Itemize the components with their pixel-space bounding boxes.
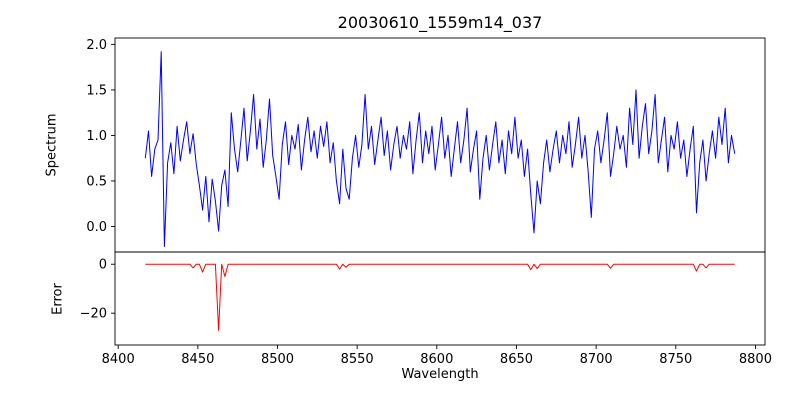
x-tick-label: 8450 (181, 352, 214, 367)
axes-border (114, 37, 766, 253)
spectrum-axis-label: Spectrum (44, 113, 60, 177)
y-tick-label: 0.0 (86, 220, 107, 235)
y-tick-label: 2.0 (86, 38, 107, 53)
error-axis-label: Error (50, 283, 66, 315)
x-tick-label: 8550 (341, 352, 374, 367)
chart-title: 20030610_1559m14_037 (337, 13, 543, 32)
y-tick-label: −20 (80, 307, 107, 322)
x-tick-label: 8700 (580, 352, 613, 367)
y-tick-label: 1.5 (86, 83, 107, 98)
x-tick-label: 8600 (420, 352, 453, 367)
wavelength-axis-label: Wavelength (401, 367, 479, 382)
x-tick-label: 8650 (500, 352, 533, 367)
x-tick-label: 8750 (659, 352, 692, 367)
spectrum-line (144, 51, 736, 247)
y-tick-label: 0 (99, 258, 107, 273)
error-line (145, 263, 735, 331)
x-tick-label: 8800 (739, 352, 772, 367)
y-tick-label: 1.0 (86, 129, 107, 144)
x-tick-label: 8400 (102, 352, 135, 367)
x-tick-label: 8500 (261, 352, 294, 367)
axes-border (114, 251, 766, 346)
y-tick-label: 0.5 (86, 174, 107, 189)
